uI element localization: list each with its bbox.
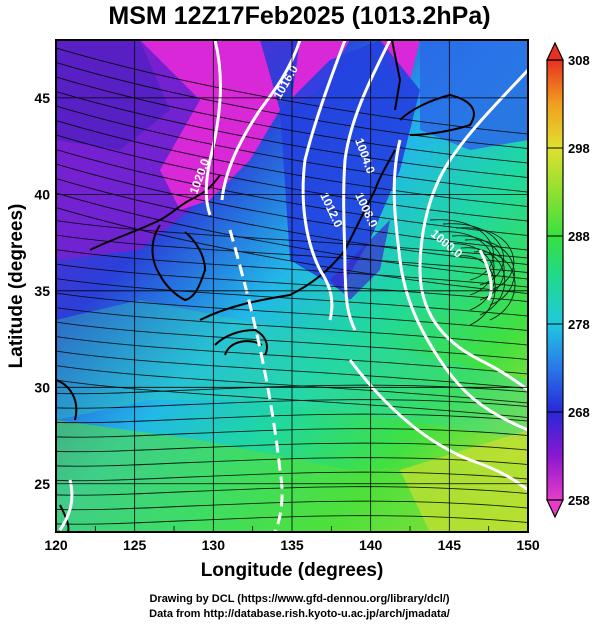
- colorbar-tick-label: 258: [568, 493, 590, 508]
- y-tick-label: 35: [34, 283, 50, 299]
- x-tick-label: 145: [438, 537, 462, 553]
- streamline: [56, 399, 528, 409]
- x-tick-label: 120: [44, 537, 68, 553]
- streamline: [56, 350, 528, 390]
- streamline: [56, 365, 528, 404]
- streamline: [56, 120, 528, 207]
- streamline: [56, 134, 528, 222]
- streamline: [56, 207, 528, 294]
- streamline: [56, 178, 528, 265]
- streamline: [56, 486, 528, 496]
- isobar-contours: [58, 40, 528, 532]
- streamline: [56, 428, 528, 438]
- streamline: [56, 149, 528, 236]
- plot-frame: [55, 39, 529, 533]
- streamline: [464, 239, 515, 306]
- y-tick-label: 30: [34, 379, 50, 395]
- map-title: MSM 12Z17Feb2025 (1013.2hPa): [108, 2, 491, 30]
- streamline: [456, 255, 496, 326]
- colorbar-tick-label: 298: [568, 141, 590, 156]
- x-tick-label: 125: [123, 537, 147, 553]
- streamline: [447, 243, 495, 311]
- streamline: [438, 231, 495, 296]
- colorbar-tick-label: 278: [568, 317, 590, 332]
- x-tick-label: 140: [359, 537, 383, 553]
- streamline: [56, 278, 528, 317]
- streamline: [56, 442, 528, 453]
- x-tick-label: 135: [280, 537, 304, 553]
- streamline: [56, 413, 528, 424]
- colorbar-tick-label: 288: [568, 229, 590, 244]
- wind-streamlines: [56, 47, 528, 525]
- colorbar-bottom-arrow: [546, 499, 564, 519]
- credit-line-data: Data from http://database.rish.kyoto-u.a…: [149, 608, 450, 620]
- streamline: [56, 62, 528, 149]
- x-axis-label: Longitude (degrees): [201, 560, 384, 581]
- streamline: [56, 192, 528, 280]
- streamline: [56, 500, 528, 511]
- y-axis-label: Latitude (degrees): [6, 204, 27, 369]
- streamline: [56, 91, 528, 178]
- streamline: [56, 457, 528, 467]
- streamline: [460, 247, 506, 316]
- streamline: [56, 249, 528, 288]
- streamline: [56, 105, 528, 193]
- x-tick-label: 150: [516, 537, 540, 553]
- y-tick-label: 45: [34, 90, 50, 106]
- x-tick-label: 130: [202, 537, 226, 553]
- streamline: [56, 336, 528, 375]
- streamline: [56, 471, 528, 482]
- streamline: [56, 263, 528, 303]
- streamline: [56, 307, 528, 346]
- y-tick-label: 25: [34, 476, 50, 492]
- y-tick-label: 40: [34, 186, 50, 202]
- streamline: [56, 163, 528, 251]
- colorbar-tick-label: 268: [568, 405, 590, 420]
- streamline: [56, 321, 528, 361]
- streamline: [56, 220, 528, 259]
- streamline: [56, 379, 528, 419]
- credit-line-dcl: Drawing by DCL (https://www.gfd-dennou.o…: [149, 593, 450, 605]
- streamline: [56, 47, 528, 135]
- colorbar-tick-label: 308: [568, 53, 590, 68]
- colorbar: 308 298 288 278 268 258: [546, 41, 590, 519]
- streamline: [455, 227, 515, 291]
- streamline: [56, 515, 528, 525]
- streamline: [56, 234, 528, 274]
- colorbar-top-arrow: [546, 41, 564, 61]
- streamline: [56, 292, 528, 332]
- streamline: [473, 251, 516, 321]
